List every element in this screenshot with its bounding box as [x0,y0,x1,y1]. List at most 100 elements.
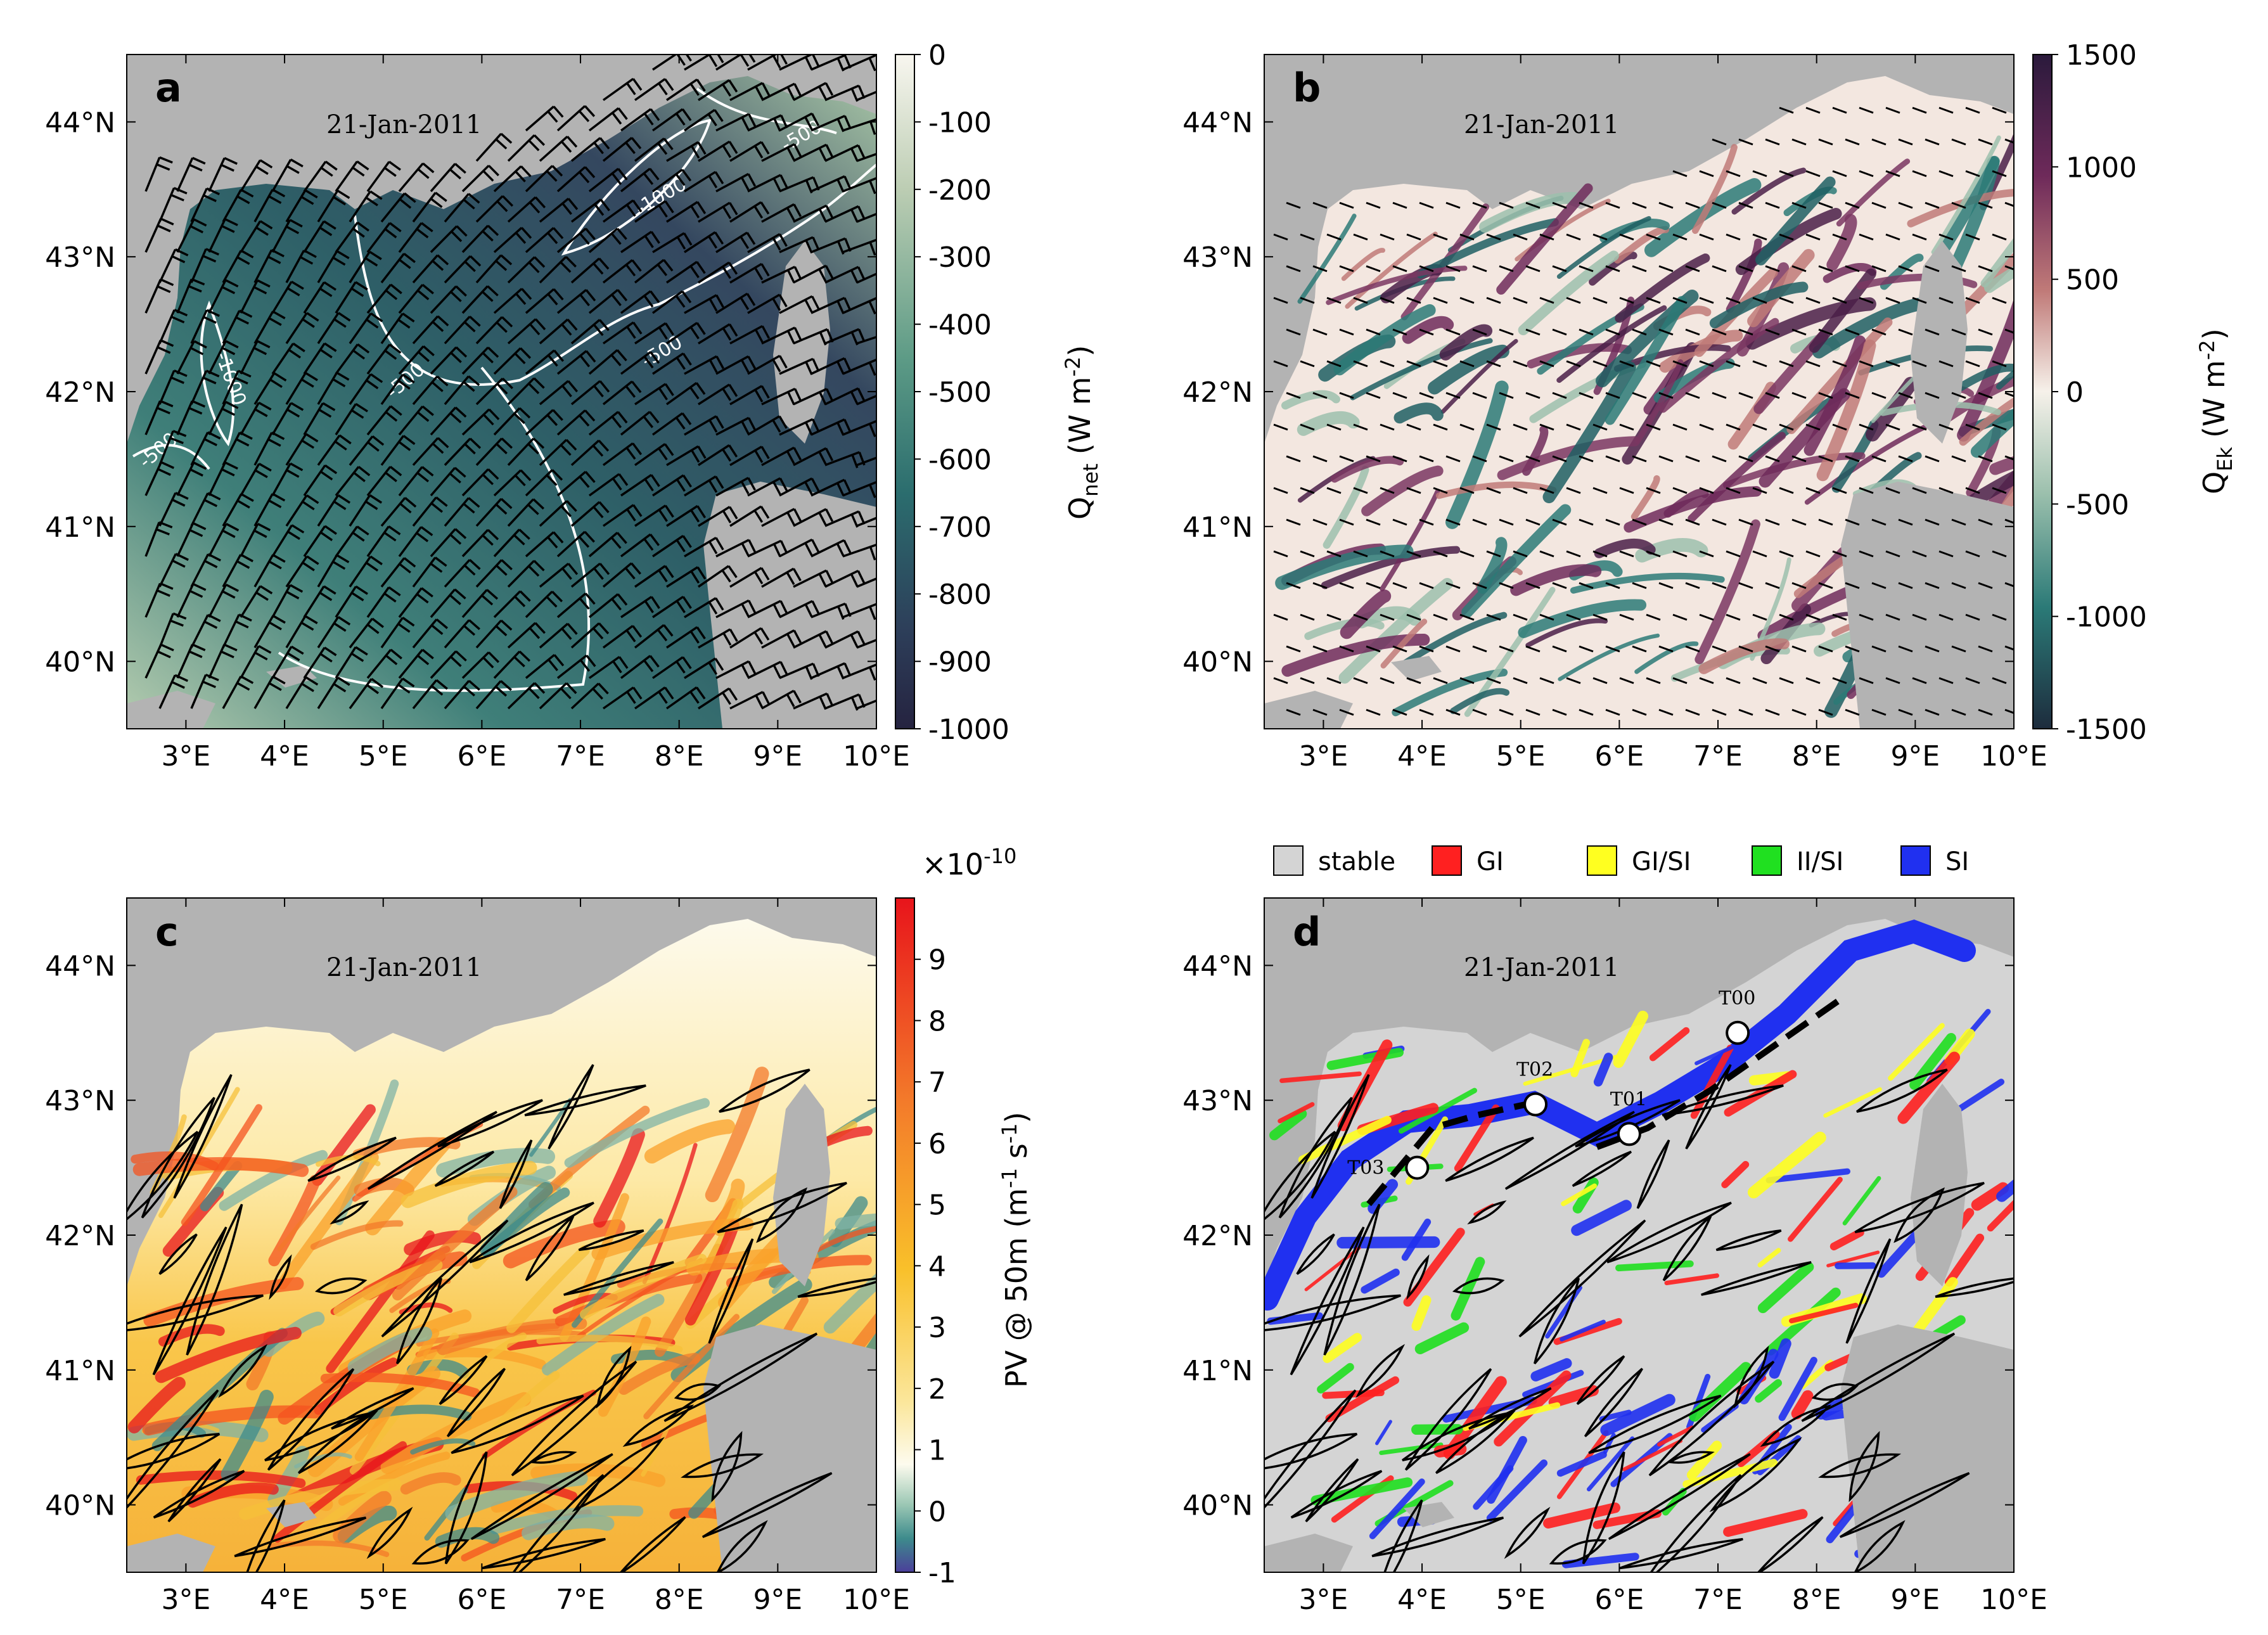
stress-vector [1712,455,1727,463]
stress-vector [1832,170,1847,177]
stress-vector [1978,582,1993,589]
wind-barb [856,699,876,710]
pv-streak [506,1245,590,1333]
ml-contour [511,1361,637,1477]
stress-vector [1912,423,1927,431]
stress-vector [1419,455,1434,463]
ml-contour [127,1433,221,1470]
wind-barb [556,228,596,253]
wind-barb [190,553,221,587]
wind-barb [539,380,579,406]
ml-contour [1355,1343,1406,1398]
wind-barb [507,134,546,162]
stress-vector [1938,297,1954,304]
instability-patch [1454,1104,1500,1172]
stress-vector [1845,708,1860,716]
wind-barb [208,523,240,557]
wind-barb [634,686,674,710]
ml-contour [619,1516,686,1572]
instability-patch [1323,1333,1362,1363]
wind-barb [665,686,706,710]
stress-vector [1765,328,1780,336]
ml-contour [708,1238,754,1344]
stress-vector [1818,455,1833,463]
pv-streak [392,1186,518,1301]
pv-streak [536,1335,683,1353]
wind-barb [525,105,564,132]
ml-contour [756,1187,808,1243]
wind-barb [779,295,820,314]
wind-barb [651,412,692,436]
stress-vector [1619,677,1634,684]
wind-barb [539,318,578,345]
x-tick-label: 9°E [753,1584,802,1616]
wind-barb [493,650,531,679]
stress-vector [1791,708,1807,716]
qek-streak [1836,158,1911,227]
y-tick-label: 40°N [1182,1490,1253,1522]
pv-streak [326,1230,435,1373]
corsica-land [1911,1084,1968,1286]
stress-vector [1992,423,2007,431]
stress-vector [1925,645,1940,653]
date-label: 21-Jan-2011 [326,953,482,982]
station-marker [1405,1155,1430,1180]
stress-vector [1752,677,1767,684]
stress-vector [1419,708,1434,716]
wind-barb [666,566,707,588]
stress-vector [2004,202,2014,207]
stress-vector [1339,455,1354,463]
wind-barb [176,278,205,314]
wind-barb [634,322,674,345]
wind-barb [856,91,876,101]
stress-vector [1366,265,1381,272]
stress-vector [1805,360,1821,368]
balearic-land [127,1534,215,1572]
stress-vector [1525,202,1541,209]
wind-barb [493,226,532,253]
stress-vector [1605,518,1620,526]
wind-barb [570,380,610,406]
stress-vector [1380,550,1395,558]
stress-vector [1459,550,1475,558]
wind-barb [190,613,221,648]
stress-vector [1605,582,1620,589]
stress-vector [1552,328,1567,336]
wind-barb [602,259,642,284]
pv-streak [276,1151,379,1290]
stress-vector [1419,518,1434,526]
wind-barbs [144,54,876,711]
instability-patch [1278,1102,1315,1124]
stress-vector [1658,202,1674,209]
stress-vector [1286,328,1301,336]
instability-patch [1757,1262,1814,1314]
wind-barb [842,420,876,437]
pv-streak [492,1371,560,1432]
stress-vector [1712,708,1727,716]
ml-contour [1801,1332,1956,1422]
wind-barb [856,516,876,527]
colorbar-tick-label: 0 [928,39,946,72]
ml-contour [234,1516,367,1558]
colorbar-tick-label: -100 [928,106,992,139]
stress-vector [1392,328,1407,336]
x-tick-label: 4°E [260,1584,309,1616]
stress-vector [1605,392,1620,399]
stress-vector [1965,233,1980,241]
x-tick-label: 8°E [1792,1584,1842,1616]
ml-contour [1323,1203,1381,1356]
wind-barb [380,557,416,588]
instability-patch [1414,1322,1470,1354]
ml-contour [367,1110,497,1190]
stress-vector [1672,360,1688,368]
qek-streak [1983,266,2014,293]
y-tick-label: 40°N [45,1490,115,1522]
instability-patch [1401,1218,1432,1261]
y-tick-label: 44°N [1182,950,1253,982]
stress-vector [1726,360,1741,368]
y-tick-label: 44°N [45,950,115,982]
y-tick-label: 42°N [45,376,115,409]
stress-vector [1818,138,1833,146]
wind-barb [507,377,545,406]
